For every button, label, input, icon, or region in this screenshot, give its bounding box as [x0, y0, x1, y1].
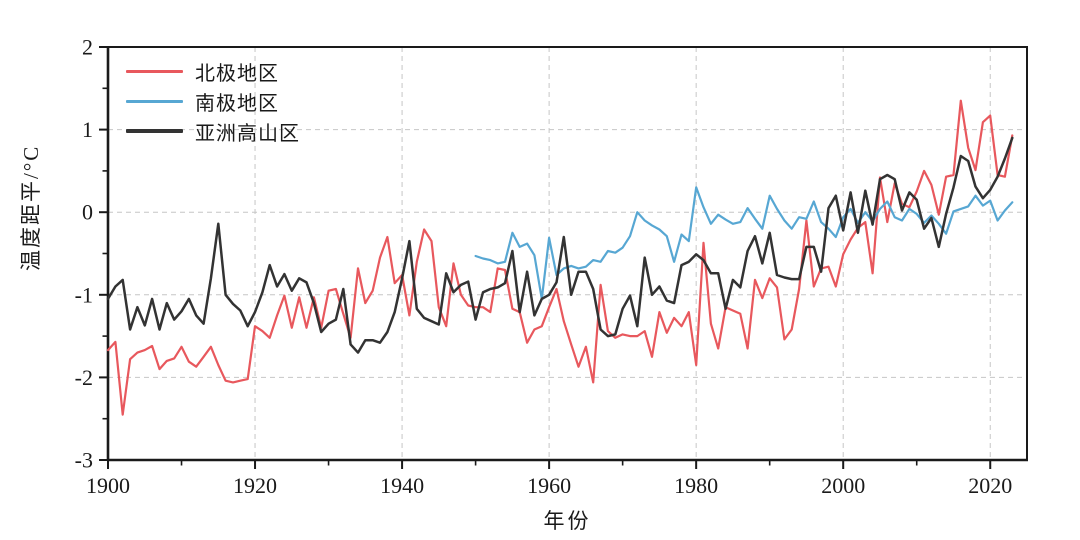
y-tick-label: 0	[82, 200, 93, 225]
legend-label-asian-highlands: 亚洲高山区	[195, 122, 300, 145]
legend-label-antarctic: 南极地区	[195, 92, 279, 115]
x-tick-label: 1960	[527, 473, 571, 498]
y-axis-title: 温度距平/°C	[19, 144, 43, 271]
y-tick-label: 1	[82, 117, 93, 142]
x-tick-label: 1940	[380, 473, 424, 498]
arctic-line-swatch	[126, 69, 183, 73]
x-tick-label: 2020	[968, 473, 1012, 498]
asian-highlands-line	[106, 136, 1014, 354]
y-tick-label: -1	[75, 282, 93, 307]
x-tick-label: 1900	[86, 473, 130, 498]
x-tick-label: 1920	[233, 473, 277, 498]
x-tick-label: 1980	[674, 473, 718, 498]
legend-item-asian-highlands: 亚洲高山区	[126, 116, 300, 146]
y-tick-label: -2	[75, 365, 93, 390]
legend-item-antarctic: 南极地区	[126, 86, 300, 116]
legend-item-arctic: 北极地区	[126, 56, 300, 86]
tick-layer	[99, 46, 992, 469]
legend: 北极地区 南极地区 亚洲高山区	[126, 56, 300, 146]
antarctic-line-swatch	[126, 99, 183, 103]
asian-highlands-line-swatch	[126, 129, 183, 133]
tick-label-layer: 1900 1920 1940 1960 1980 2000 2020 2 1 0 -1 -2 -3	[75, 35, 1013, 499]
y-tick-label: 2	[82, 35, 93, 60]
arctic-line	[106, 99, 1014, 416]
x-axis-title: 年份	[543, 509, 592, 533]
x-tick-label: 2000	[821, 473, 865, 498]
y-tick-label: -3	[75, 448, 93, 473]
legend-label-arctic: 北极地区	[195, 62, 279, 85]
